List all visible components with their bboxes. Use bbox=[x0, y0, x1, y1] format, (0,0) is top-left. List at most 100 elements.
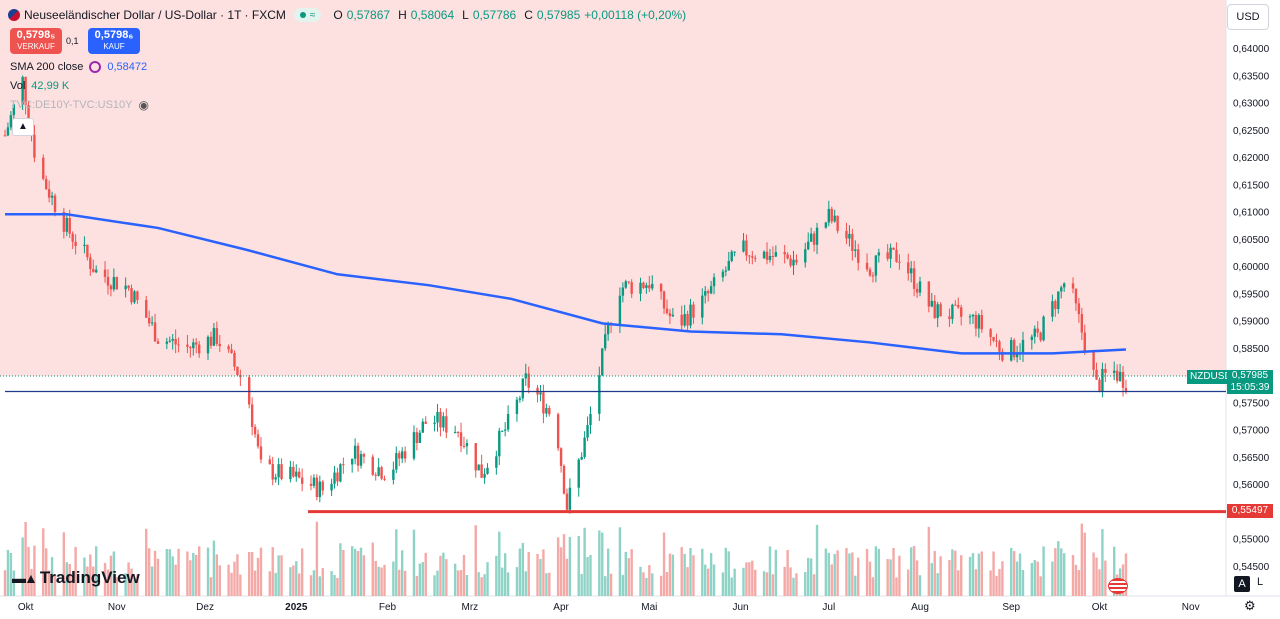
volume-bar bbox=[1018, 553, 1022, 596]
candle-body bbox=[456, 431, 460, 433]
candle-body bbox=[783, 252, 786, 255]
volume-bar bbox=[565, 558, 569, 596]
volume-bar bbox=[359, 547, 363, 596]
candle-body bbox=[898, 261, 901, 263]
volume-bar bbox=[209, 577, 213, 596]
candle-body bbox=[215, 328, 219, 344]
candle-body bbox=[724, 270, 728, 272]
candle-body bbox=[548, 407, 551, 415]
sell-button[interactable]: 0,5798₅ VERKAUF bbox=[10, 28, 62, 54]
volume-bar bbox=[562, 534, 566, 596]
volume-bar bbox=[727, 551, 730, 596]
volume-bar bbox=[453, 563, 457, 596]
volume-bar bbox=[886, 559, 889, 596]
volume-bar bbox=[62, 532, 66, 596]
currency-select[interactable]: USD bbox=[1227, 4, 1269, 30]
candle-body bbox=[92, 269, 95, 273]
last-price: 0,57985 bbox=[1231, 370, 1269, 381]
candle-body bbox=[815, 227, 819, 245]
volume-indicator-legend[interactable]: Vol 42,99 K bbox=[10, 80, 69, 92]
price-tick-label: 0,64000 bbox=[1233, 44, 1270, 55]
volume-bar bbox=[1036, 561, 1039, 596]
volume-bar bbox=[74, 547, 77, 596]
volume-bar bbox=[1101, 529, 1104, 596]
high-value: 0,58064 bbox=[410, 8, 455, 22]
volume-bar bbox=[815, 524, 819, 596]
volume-bar bbox=[300, 548, 304, 596]
candle-body bbox=[506, 414, 510, 430]
eye-hidden-icon[interactable]: ◉ bbox=[138, 98, 149, 112]
symbol-header: Neuseeländischer Dollar / US-Dollar · 1T… bbox=[8, 6, 686, 24]
sma-indicator-legend[interactable]: SMA 200 close 0,58472 bbox=[10, 61, 147, 73]
candle-body bbox=[318, 481, 322, 498]
candle-body bbox=[415, 432, 419, 444]
volume-bar bbox=[136, 574, 139, 596]
volume-bar bbox=[659, 575, 663, 596]
candle-body bbox=[424, 421, 427, 424]
candle-body bbox=[827, 208, 831, 223]
spread-value: 0,1 bbox=[66, 36, 79, 46]
volume-bar bbox=[124, 573, 127, 596]
market-status-badge[interactable]: ≈ bbox=[293, 8, 322, 22]
candle-body bbox=[680, 314, 683, 326]
candle-body bbox=[580, 456, 583, 460]
volume-bar bbox=[112, 551, 116, 596]
volume-bars bbox=[3, 521, 1128, 596]
auto-scale-button[interactable]: A bbox=[1234, 576, 1250, 592]
volume-bar bbox=[765, 572, 769, 596]
us-flag-icon[interactable] bbox=[1108, 578, 1128, 594]
log-scale-button[interactable]: L bbox=[1257, 576, 1264, 588]
candle-body bbox=[1042, 316, 1045, 341]
candle-body bbox=[421, 421, 424, 433]
candle-body bbox=[957, 305, 960, 308]
candle-body bbox=[995, 340, 998, 342]
buy-button[interactable]: 0,5798₆ KAUF bbox=[88, 28, 140, 54]
candle-body bbox=[192, 342, 195, 349]
candle-body bbox=[648, 285, 651, 289]
candle-body bbox=[1098, 379, 1101, 392]
settings-gear-icon[interactable]: ⚙ bbox=[1244, 598, 1256, 613]
candle-body bbox=[651, 283, 654, 289]
candle-body bbox=[971, 314, 975, 317]
volume-bar bbox=[648, 565, 651, 596]
candle-body bbox=[362, 454, 366, 457]
candle-body bbox=[604, 334, 607, 349]
time-tick-label: Okt bbox=[18, 602, 34, 613]
volume-bar bbox=[12, 570, 16, 596]
candle-body bbox=[845, 230, 848, 239]
upper-zone-shading bbox=[0, 0, 1226, 376]
candle-body bbox=[459, 432, 463, 446]
sync-icon[interactable] bbox=[89, 61, 102, 73]
volume-bar bbox=[250, 552, 254, 596]
symbol-title[interactable]: Neuseeländischer Dollar / US-Dollar · 1T… bbox=[24, 8, 286, 22]
collapse-legend-button[interactable]: ▲ bbox=[12, 118, 34, 136]
candle-body bbox=[321, 481, 324, 491]
candle-body bbox=[1092, 351, 1095, 370]
candle-body bbox=[1101, 368, 1104, 392]
volume-bar bbox=[309, 575, 313, 596]
volume-bar bbox=[353, 548, 357, 596]
candle-body bbox=[383, 478, 386, 480]
volume-bar bbox=[312, 570, 316, 596]
candle-body bbox=[295, 471, 298, 477]
volume-bar bbox=[683, 553, 686, 596]
candle-body bbox=[250, 404, 254, 427]
price-tick-label: 0,60500 bbox=[1233, 235, 1270, 246]
candle-body bbox=[645, 285, 648, 288]
candle-body bbox=[562, 465, 566, 494]
volume-bar bbox=[433, 575, 436, 596]
candle-body bbox=[568, 487, 572, 510]
volume-bar bbox=[171, 556, 174, 596]
candle-body bbox=[871, 275, 875, 277]
candle-body bbox=[598, 375, 601, 414]
volume-bar bbox=[42, 528, 45, 596]
volume-bar bbox=[271, 547, 274, 596]
compare-legend[interactable]: TVC:DE10Y-TVC:US10Y ◉ bbox=[10, 98, 149, 112]
volume-bar bbox=[109, 555, 113, 596]
volume-bar bbox=[156, 558, 160, 596]
candle-body bbox=[854, 249, 857, 251]
candle-body bbox=[621, 287, 625, 296]
tradingview-logo[interactable]: ▬▲ TradingView bbox=[12, 568, 140, 588]
candle-body bbox=[1095, 369, 1098, 380]
